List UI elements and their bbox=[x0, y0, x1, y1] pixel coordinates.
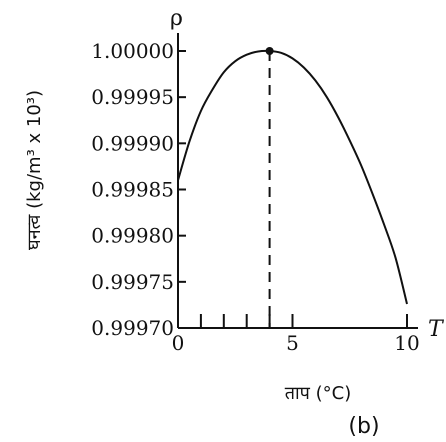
y-tick-label: 0.99995 bbox=[91, 85, 174, 109]
y-tick-label: 0.99985 bbox=[91, 178, 174, 202]
x-axis-symbol: T bbox=[428, 317, 445, 342]
series-group bbox=[177, 47, 408, 328]
y-ticks-group: 1.00000 0.99995 0.99990 0.99985 0.99980 0.999… bbox=[91, 39, 186, 340]
y-tick-label: 0.99970 bbox=[91, 316, 174, 340]
panel-label: (b) bbox=[348, 414, 379, 439]
max-point bbox=[265, 47, 274, 55]
y-axis-symbol: ρ bbox=[170, 6, 183, 31]
x-tick-label: 0 bbox=[172, 331, 185, 355]
x-axis-title: ताप (°C) bbox=[285, 383, 351, 404]
x-tick-label: 10 bbox=[394, 331, 419, 355]
y-tick-label: 0.99975 bbox=[91, 270, 174, 294]
density-curve bbox=[177, 49, 408, 305]
y-tick-label: 0.99980 bbox=[91, 224, 174, 248]
x-tick-label: 5 bbox=[286, 331, 299, 355]
y-tick-label: 0.99990 bbox=[91, 131, 174, 155]
x-ticks-group: 0 5 10 bbox=[172, 314, 420, 355]
y-tick-label: 1.00000 bbox=[91, 39, 174, 63]
y-axis-title: घनत्व (kg/m³ x 10³) bbox=[24, 90, 45, 250]
